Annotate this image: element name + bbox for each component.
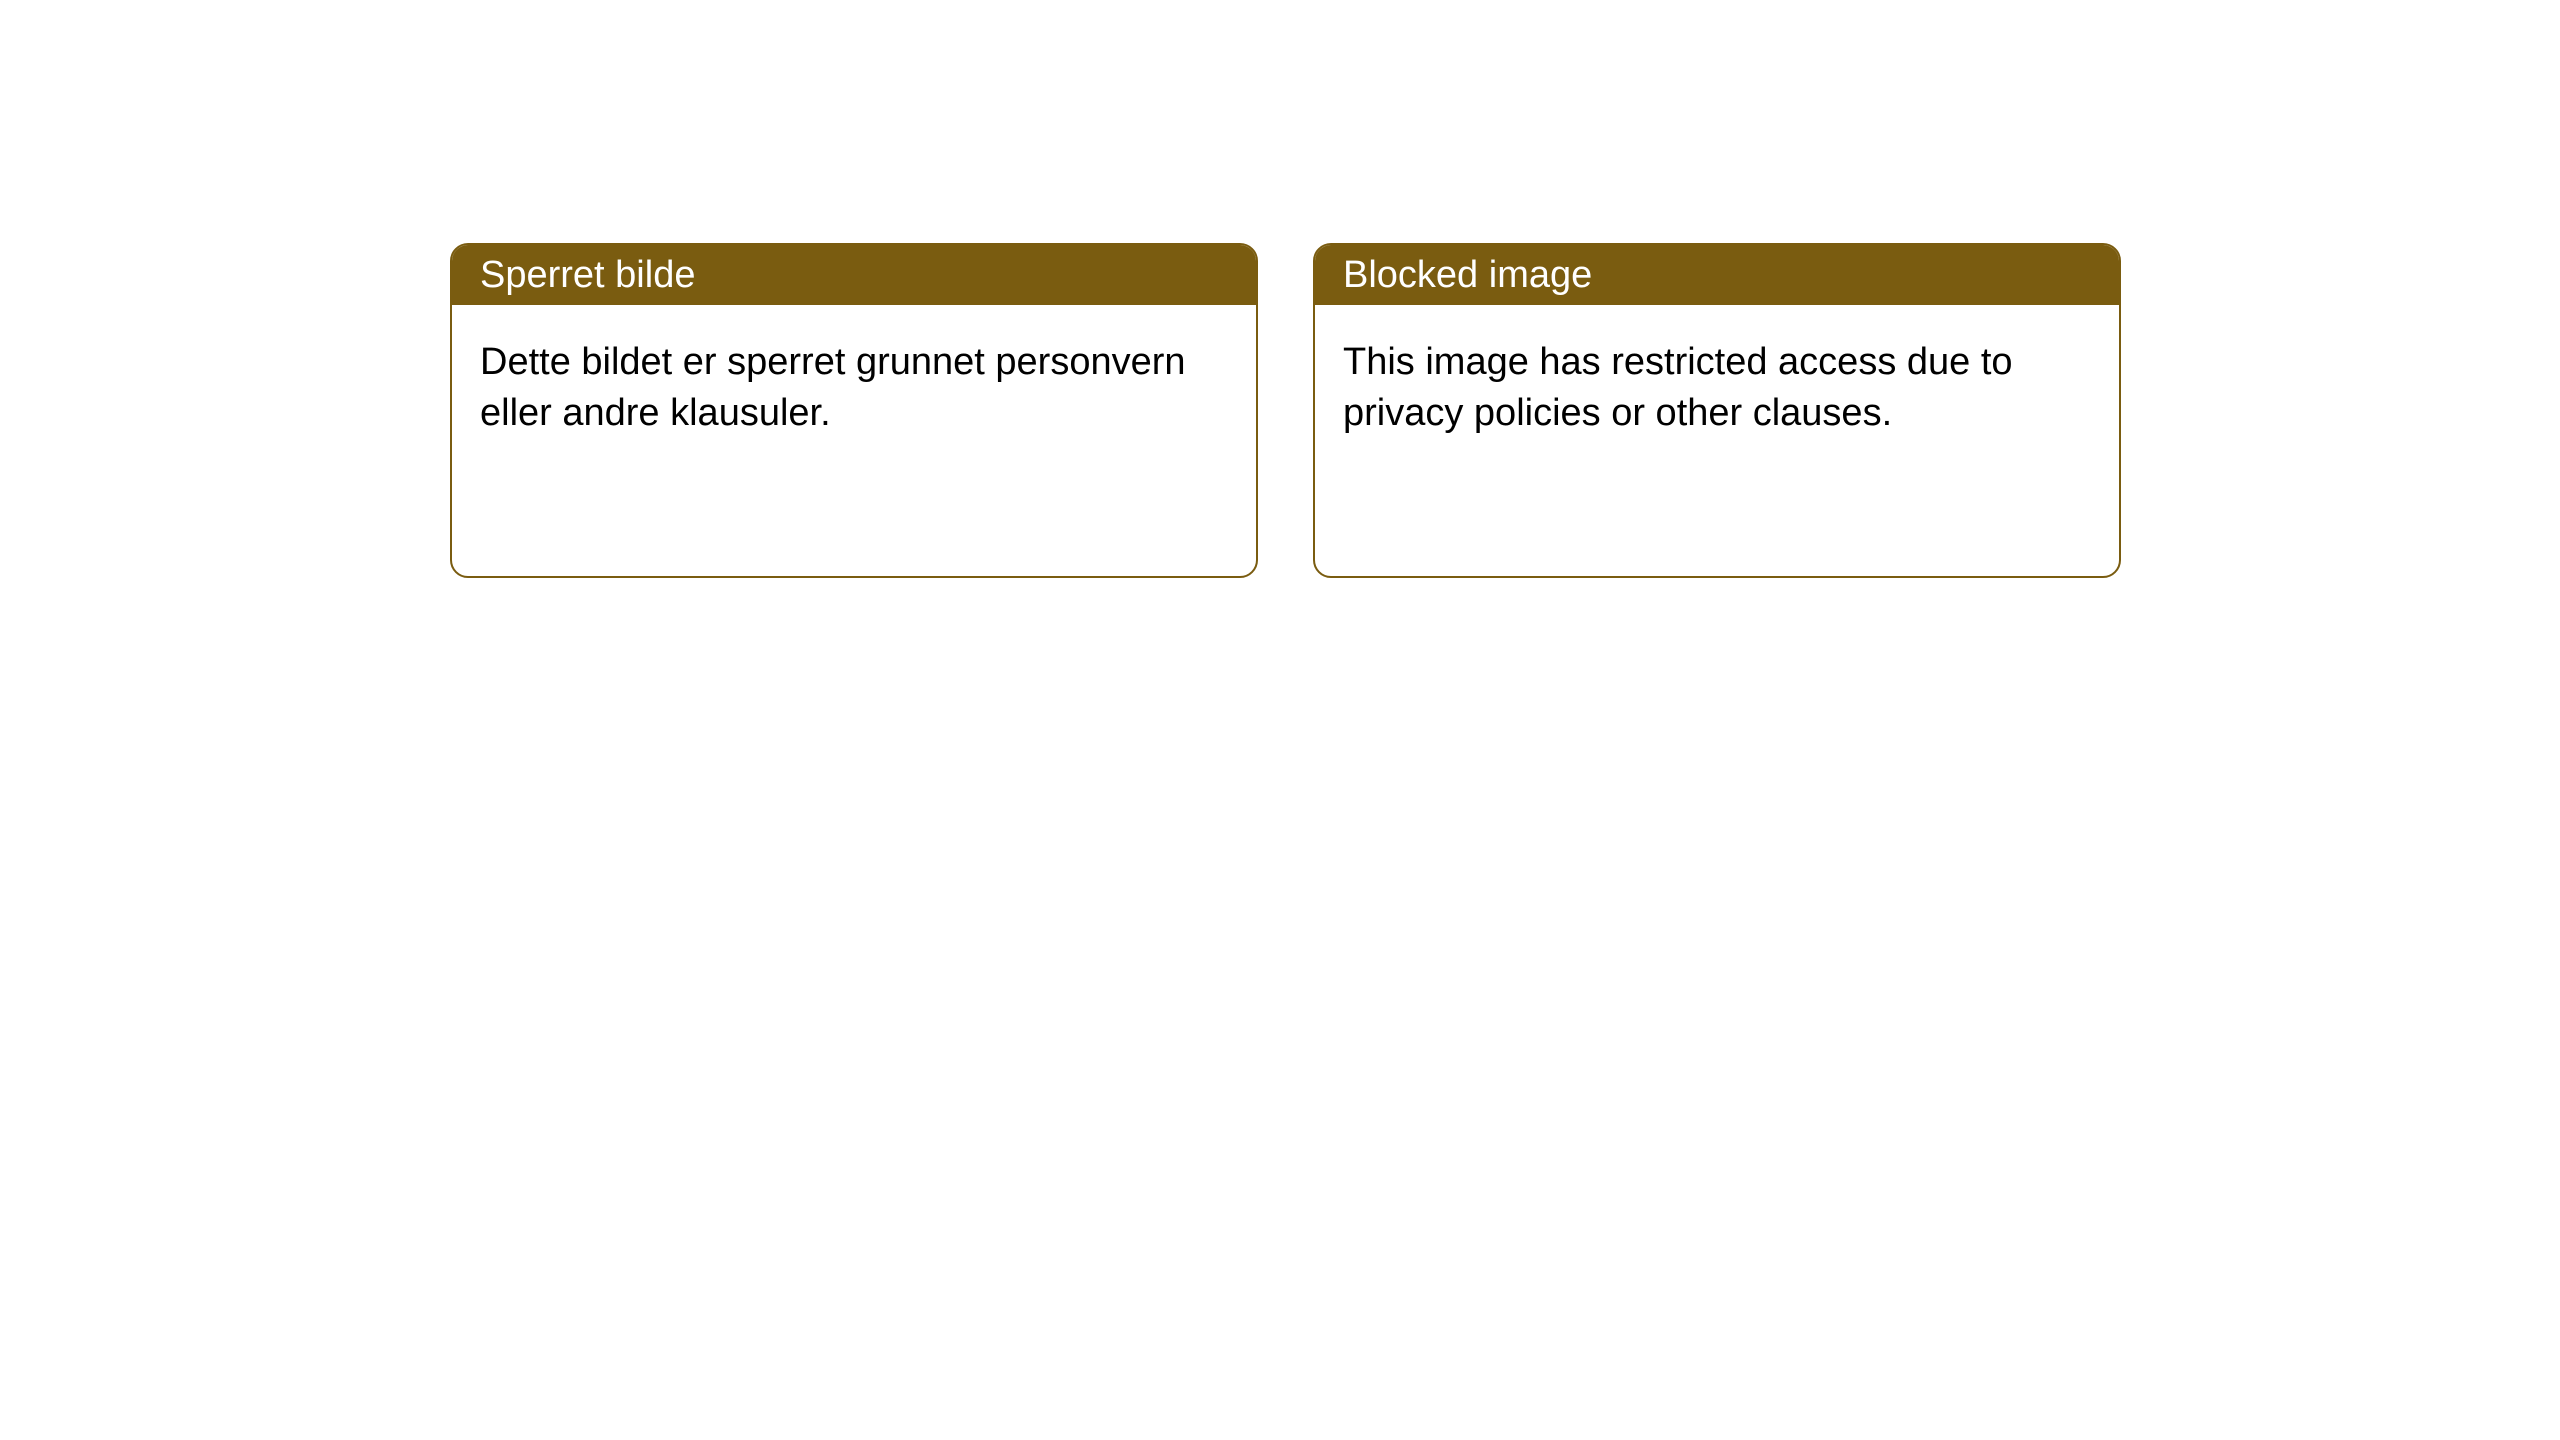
notice-body-text: Dette bildet er sperret grunnet personve…: [480, 341, 1186, 434]
notice-header: Blocked image: [1315, 245, 2119, 305]
notice-body-text: This image has restricted access due to …: [1343, 341, 2013, 434]
notice-box-english: Blocked image This image has restricted …: [1313, 243, 2121, 578]
notice-body: Dette bildet er sperret grunnet personve…: [452, 305, 1256, 472]
notice-body: This image has restricted access due to …: [1315, 305, 2119, 472]
notice-header: Sperret bilde: [452, 245, 1256, 305]
notice-box-norwegian: Sperret bilde Dette bildet er sperret gr…: [450, 243, 1258, 578]
notice-title: Sperret bilde: [480, 254, 695, 297]
notice-title: Blocked image: [1343, 254, 1592, 297]
notice-container: Sperret bilde Dette bildet er sperret gr…: [0, 0, 2560, 578]
